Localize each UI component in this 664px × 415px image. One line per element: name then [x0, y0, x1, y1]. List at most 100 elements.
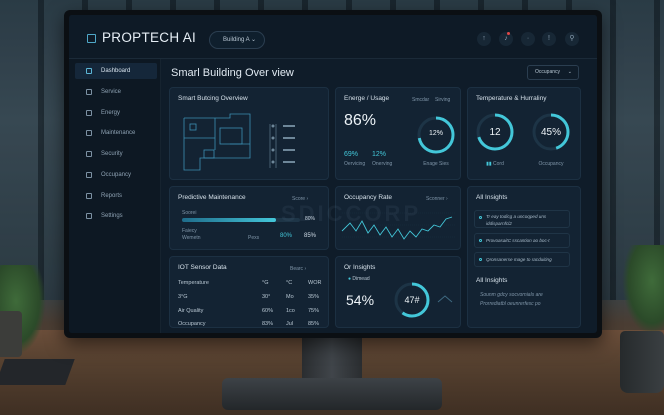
insight-text: Tr eay todicg a uncoqped uns iddisparnfc…	[486, 214, 547, 226]
insight-dot-icon	[479, 216, 482, 219]
insight-item[interactable]: Qronsanerse mage to racduiting	[474, 252, 570, 267]
iot-cell: 1co	[286, 308, 295, 314]
iot-sensor-card: IOT Sensor Data Bearc › Temperature °G °…	[169, 256, 329, 328]
energy-value: 86%	[344, 112, 377, 129]
or-insights-ring	[394, 282, 430, 318]
insight-line: Sounm gdcy socvornials are	[480, 292, 543, 298]
iot-cell: 85%	[308, 321, 320, 327]
insight-dot-icon	[479, 258, 482, 261]
occupancy-rate-dropdown[interactable]: Sconner ›	[426, 196, 448, 202]
temperature-ring	[476, 113, 514, 151]
bell-icon[interactable]: ♪	[499, 32, 513, 46]
insight-text: Qronsanerse mage to racduiting	[486, 257, 552, 262]
sidebar-item-label: Service	[101, 89, 122, 95]
monitor: PROPTECH AI Building A ⌄ ↑ ♪ · ! ⚲ Dashb…	[64, 10, 602, 338]
or-insights-value: 54%	[346, 292, 375, 308]
sidebar-item-label: Maintenance	[101, 130, 136, 136]
account-icon[interactable]: ⚲	[565, 32, 579, 46]
occupancy-dropdown-label: Occupancy	[535, 69, 561, 75]
iot-cell: 83%	[262, 321, 274, 327]
card-title: Occupancy Rate	[344, 194, 393, 201]
floor-plan-diagram[interactable]	[170, 88, 330, 181]
insight-item[interactable]: Tr eay todicg a uncoqped uns iddisparnfc…	[474, 210, 570, 228]
top-bar: PROPTECH AI Building A ⌄ ↑ ♪ · ! ⚲	[69, 15, 597, 59]
humidity-ring	[532, 113, 570, 151]
wrench-icon	[86, 89, 92, 95]
or-insights-legend-text: Dimead	[352, 276, 370, 282]
occupancy-dropdown[interactable]: Occupancy ⌄	[527, 65, 579, 80]
sidebar-item-label: Settings	[101, 213, 123, 219]
page-title: Smarl Building Over view	[171, 67, 294, 79]
card-title: Smart Butcing Overview	[178, 95, 248, 102]
occupancy-rate-line	[341, 212, 456, 240]
sidebar-item-security[interactable]: Security	[75, 146, 157, 162]
iot-row-label: 3°G	[178, 294, 188, 300]
logo-icon	[87, 34, 96, 43]
info-icon[interactable]: !	[542, 32, 556, 46]
temperature-card: Temperature & Hurraliny 12 ▮▮ Cord 45% O…	[467, 87, 581, 180]
building-selector[interactable]: Building A ⌄	[209, 31, 265, 49]
people-icon	[86, 172, 92, 178]
iot-cell: °C	[286, 280, 293, 286]
card-title: Predictive Maintenance	[178, 194, 246, 201]
predictive-row2-value2: 85%	[304, 233, 317, 239]
sidebar-item-label: Energy	[101, 110, 121, 116]
plant-right	[622, 245, 664, 335]
bolt-icon	[86, 110, 92, 116]
predictive-bar-fill	[182, 218, 277, 222]
chevron-down-icon: ⌄	[567, 69, 572, 75]
temperature-ring-label: ▮▮ Cord	[475, 161, 515, 167]
iot-cell: Mo	[286, 294, 294, 300]
app-title: PROPTECH AI	[102, 30, 197, 45]
energy-tab-2[interactable]: Sirving	[435, 97, 451, 103]
energy-ring-label: Enage Sies	[423, 161, 449, 167]
or-insights-card: Or Insights ● Dimead 54% 47#	[335, 256, 461, 328]
insight-dot-icon	[479, 239, 482, 242]
energy-sub2-label: Onerving	[372, 161, 393, 167]
iot-dropdown[interactable]: Bearc ›	[290, 266, 307, 272]
sidebar-item-reports[interactable]: Reports	[75, 188, 157, 204]
legend-dot-icon: ●	[348, 276, 352, 282]
sidebar-item-label: Occupancy	[101, 172, 132, 178]
notebook	[0, 359, 75, 385]
iot-cell: 35%	[308, 294, 320, 300]
plant-pot	[0, 311, 22, 357]
predictive-row1-value: 80%	[305, 216, 316, 222]
humidity-ring-label: Occupancy	[538, 161, 564, 167]
sidebar-item-dashboard[interactable]: Dashboard	[75, 63, 157, 79]
sidebar-item-settings[interactable]: Settings	[75, 208, 157, 224]
predictive-dropdown[interactable]: Score ›	[292, 196, 309, 202]
sidebar-item-service[interactable]: Service	[75, 84, 157, 100]
energy-tab-1[interactable]: Smcdar	[412, 97, 430, 103]
card-title: Or Insights	[344, 264, 376, 271]
sidebar-item-energy[interactable]: Energy	[75, 105, 157, 121]
tools-icon	[86, 130, 92, 136]
insight-text: ProvoasaitC sscantion ao boc-t	[486, 238, 550, 243]
or-insights-ring-value: 47#	[404, 295, 420, 305]
predictive-row2-label: Faiecy	[182, 228, 197, 234]
help-icon[interactable]: ↑	[477, 32, 491, 46]
shield-icon	[86, 151, 92, 157]
gear-icon	[86, 213, 92, 219]
card-subtitle: All Insights	[476, 277, 508, 284]
iot-cell: °G	[262, 280, 269, 286]
energy-sub1-value: 69%	[344, 151, 359, 158]
insight-item[interactable]: ProvoasaitC sscantion ao boc-t	[474, 233, 570, 248]
iot-cell: Jul	[286, 321, 294, 327]
predictive-row2-mid: Pexs	[248, 235, 260, 241]
energy-ring	[417, 116, 455, 154]
user-icon[interactable]: ·	[521, 32, 535, 46]
iot-row-label: Temperature	[178, 280, 209, 286]
occupancy-rate-card: Occupancy Rate Sconner ›	[335, 186, 461, 250]
energy-ring-value: 12%	[428, 130, 443, 137]
bars-icon: ▮▮	[486, 161, 492, 167]
trend-chevron-icon	[437, 295, 453, 303]
building-overview-card: Smart Butcing Overview	[169, 87, 329, 180]
sidebar-item-maintenance[interactable]: Maintenance	[75, 125, 157, 141]
predictive-bar	[182, 218, 300, 222]
or-insights-legend: ● Dimead	[348, 276, 370, 282]
predictive-row1-label: Soorei	[182, 210, 197, 216]
sidebar-item-label: Security	[101, 151, 123, 157]
monitor-stand-base	[222, 378, 442, 410]
sidebar-item-occupancy[interactable]: Occupancy	[75, 167, 157, 183]
